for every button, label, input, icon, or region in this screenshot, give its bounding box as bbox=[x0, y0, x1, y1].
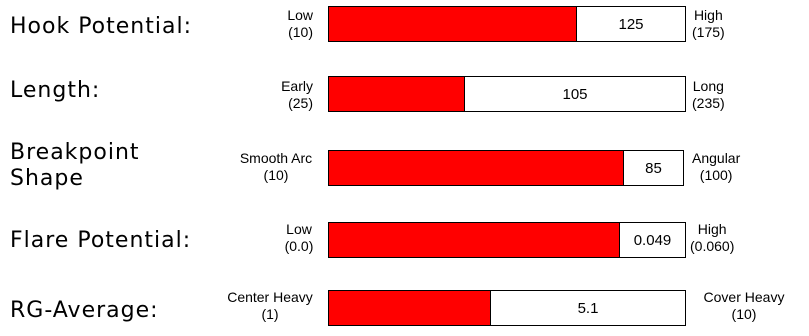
row-label: Length: bbox=[10, 78, 101, 103]
bar-track: 0.049 bbox=[328, 222, 686, 258]
row-label: RG-Average: bbox=[10, 298, 159, 323]
bar-value: 105 bbox=[562, 85, 588, 103]
high-end-label: High (175) bbox=[692, 7, 725, 40]
bar-value: 0.049 bbox=[633, 231, 672, 249]
high-end-label: Long (235) bbox=[692, 78, 725, 111]
low-end-label: Low (0.0) bbox=[284, 221, 314, 254]
bar-fill bbox=[329, 291, 491, 325]
row-label: Hook Potential: bbox=[10, 14, 192, 39]
row-label: Flare Potential: bbox=[10, 228, 192, 253]
bar-fill bbox=[329, 151, 624, 185]
bar-value: 5.1 bbox=[577, 299, 599, 317]
row-label: Breakpoint Shape bbox=[10, 140, 140, 191]
low-end-label: Low (10) bbox=[287, 7, 313, 40]
bar-value: 85 bbox=[645, 159, 662, 177]
low-end-label: Smooth Arc (10) bbox=[239, 150, 313, 183]
bar-track: 105 bbox=[328, 76, 686, 112]
bar-fill bbox=[329, 77, 465, 111]
high-end-label: Cover Heavy (10) bbox=[703, 289, 785, 322]
row-flare-potential: Flare Potential: Low (0.0) 0.049 High (0… bbox=[0, 214, 809, 272]
bar-track: 125 bbox=[328, 6, 686, 42]
low-end-label: Center Heavy (1) bbox=[227, 289, 313, 322]
low-end-label: Early (25) bbox=[281, 78, 313, 111]
bar-fill bbox=[329, 7, 577, 41]
row-hook-potential: Hook Potential: Low (10) 125 High (175) bbox=[0, 0, 809, 58]
high-end-label: High (0.060) bbox=[690, 221, 735, 254]
high-end-label: Angular (100) bbox=[692, 150, 741, 183]
bar-track: 5.1 bbox=[328, 290, 686, 326]
bar-track: 85 bbox=[328, 150, 684, 186]
row-rg-average: RG-Average: Center Heavy (1) 5.1 Cover H… bbox=[0, 284, 809, 336]
bar-value: 125 bbox=[618, 15, 644, 33]
row-length: Length: Early (25) 105 Long (235) bbox=[0, 66, 809, 124]
row-breakpoint-shape: Breakpoint Shape Smooth Arc (10) 85 Angu… bbox=[0, 136, 809, 200]
bar-fill bbox=[329, 223, 620, 257]
